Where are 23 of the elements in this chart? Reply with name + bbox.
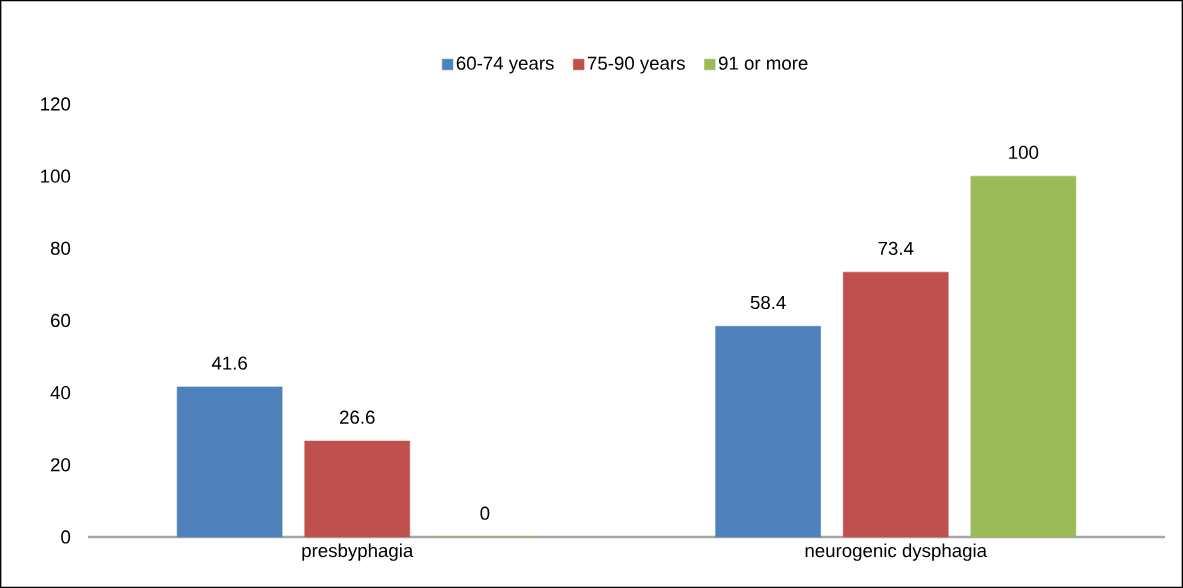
y-tick-label: 20 [51, 458, 71, 472]
bar [304, 440, 411, 538]
bar [842, 271, 949, 538]
legend-label: 60-74 years [456, 56, 554, 74]
legend-label: 75-90 years [587, 56, 685, 74]
data-label: 41.6 [211, 356, 247, 370]
x-tick-label: neurogenic dysphagia [805, 543, 988, 561]
data-label: 0 [480, 506, 490, 520]
y-tick-label: 0 [61, 530, 71, 544]
legend-label: 91 or more [718, 56, 808, 70]
y-tick-label: 60 [51, 313, 71, 328]
data-label: 100 [1009, 145, 1039, 160]
y-tick-label: 80 [50, 241, 71, 255]
y-tick-label: 120 [41, 97, 71, 111]
y-tick-label: 100 [41, 169, 71, 183]
data-label: 26.6 [340, 410, 375, 424]
bar [970, 175, 1077, 538]
data-label: 58.4 [750, 295, 786, 310]
y-tick-label: 40 [50, 386, 71, 400]
bar [176, 386, 283, 538]
x-tick-label: presbyphagia [302, 543, 414, 561]
data-label: 73.4 [878, 241, 914, 255]
bar [715, 325, 821, 538]
